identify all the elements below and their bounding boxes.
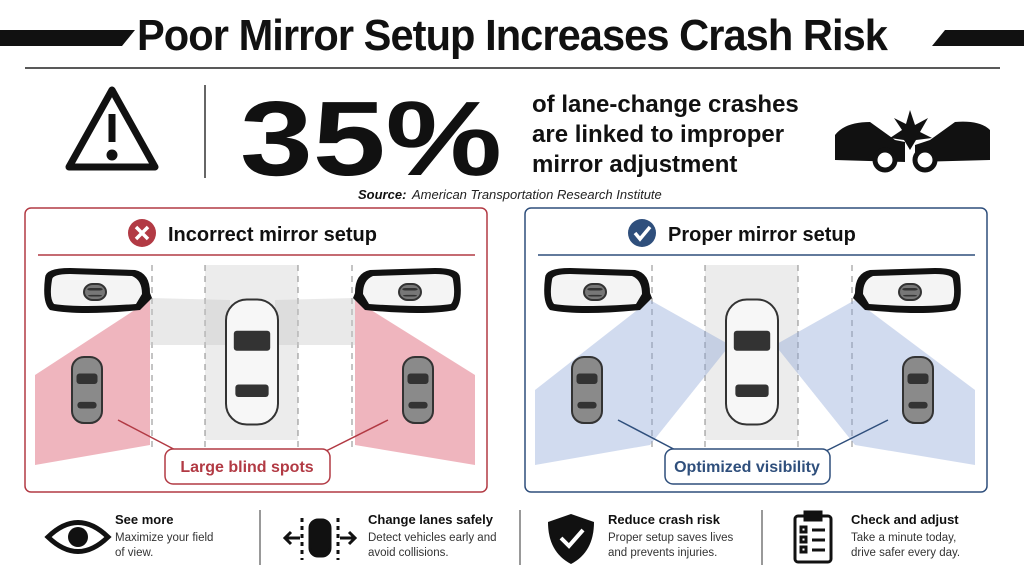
mirror	[544, 268, 652, 313]
tip-title: See more	[115, 512, 174, 527]
stat-value: 35%	[240, 80, 502, 198]
car	[225, 298, 279, 426]
lanes-icon	[282, 518, 358, 560]
caption: Large blind spots	[180, 459, 313, 476]
car-window	[402, 288, 418, 291]
car	[583, 283, 607, 301]
tip-title: Reduce crash risk	[608, 512, 721, 527]
stat-text: of lane-change crashes	[532, 91, 799, 118]
car-window	[77, 401, 97, 409]
car-window	[587, 294, 603, 297]
mirror	[353, 268, 461, 313]
car-window	[87, 294, 103, 297]
car-window	[908, 401, 928, 409]
car-window	[76, 373, 98, 385]
car-window	[577, 401, 597, 409]
title-stripe	[0, 30, 135, 46]
view-zone	[150, 298, 230, 345]
source-label: Source:	[358, 187, 406, 202]
crash-icon	[835, 110, 990, 173]
tip-text: of view.	[115, 547, 153, 559]
title-stripe	[932, 30, 1024, 46]
stat-text: are linked to improper	[532, 121, 784, 148]
caption-box	[164, 448, 331, 485]
mirror	[853, 268, 961, 313]
car-window	[407, 373, 429, 385]
car-window	[402, 294, 418, 297]
status-icon	[628, 219, 656, 247]
check-mark	[633, 225, 652, 242]
stat-text: mirror adjustment	[532, 151, 737, 178]
tip-text: drive safer every day.	[851, 547, 960, 559]
car-window	[587, 288, 603, 291]
car-window	[902, 294, 918, 297]
caption-box	[664, 448, 831, 485]
mirror	[44, 268, 152, 313]
car-window	[907, 373, 929, 385]
car-window	[235, 384, 269, 397]
car	[398, 283, 422, 301]
car-window	[233, 330, 271, 351]
checklist-icon	[793, 510, 833, 564]
shield-icon	[548, 514, 594, 564]
view-zone	[275, 298, 355, 345]
title: Poor Mirror Setup Increases Crash Risk	[137, 11, 888, 60]
car	[71, 356, 103, 424]
tip-text: Maximize your field	[115, 532, 213, 544]
panel: Incorrect mirror setup Large blind spots	[24, 207, 488, 493]
tip-text: Detect vehicles early and	[368, 532, 496, 544]
pointer	[317, 419, 389, 456]
tip-text: and prevents injuries.	[608, 547, 717, 559]
tip-text: avoid collisions.	[368, 547, 449, 559]
panel-title: Incorrect mirror setup	[168, 224, 377, 246]
car-window	[408, 401, 428, 409]
eye-icon	[44, 520, 112, 554]
source-text: American Transportation Research Institu…	[411, 187, 662, 202]
car-window	[87, 288, 103, 291]
panel-title: Proper mirror setup	[668, 224, 856, 246]
car	[402, 356, 434, 424]
car	[571, 356, 603, 424]
car-window	[735, 384, 769, 397]
tip-text: Take a minute today,	[851, 532, 956, 544]
tip-title: Change lanes safely	[368, 512, 494, 527]
x-mark	[134, 225, 150, 241]
car	[898, 283, 922, 301]
pointer	[817, 419, 889, 456]
car	[725, 298, 779, 426]
car-window	[733, 330, 771, 351]
panel: Proper mirror setup Optimized visibility	[524, 207, 988, 493]
tip-text: Proper setup saves lives	[608, 532, 734, 544]
tip-title: Check and adjust	[851, 512, 959, 527]
caption: Optimized visibility	[674, 459, 820, 476]
car	[83, 283, 107, 301]
warning-icon	[65, 86, 159, 171]
car-window	[576, 373, 598, 385]
car-window	[902, 288, 918, 291]
view-zone	[775, 300, 975, 465]
car	[902, 356, 934, 424]
